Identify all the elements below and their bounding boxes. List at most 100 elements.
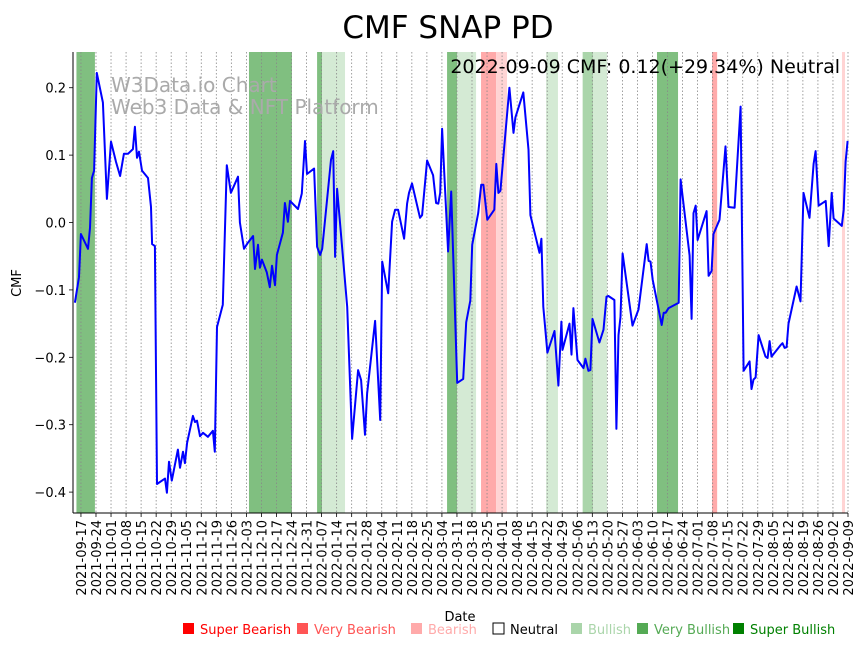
legend-label: Very Bullish bbox=[654, 623, 730, 638]
x-tick-label: 2022-06-24 bbox=[677, 520, 692, 596]
y-tick-label: 0.0 bbox=[45, 217, 66, 232]
x-tick-label: 2022-01-21 bbox=[346, 520, 361, 596]
legend-swatch bbox=[183, 623, 194, 634]
x-tick-label: 2022-05-27 bbox=[616, 520, 631, 596]
legend-swatch bbox=[411, 623, 422, 634]
x-tick-label: 2021-10-22 bbox=[150, 520, 165, 596]
watermark-line-1: W3Data.io Chart bbox=[111, 73, 277, 97]
band-bearish bbox=[496, 52, 508, 513]
legend-swatch bbox=[492, 622, 505, 635]
band-very-bullish bbox=[656, 52, 679, 513]
y-tick-label: 0.1 bbox=[45, 149, 66, 164]
y-axis-label: CMF bbox=[10, 269, 25, 297]
x-tick-label: 2022-04-01 bbox=[496, 520, 511, 596]
y-tick-label: −0.4 bbox=[34, 486, 66, 501]
x-tick-label: 2022-07-08 bbox=[707, 520, 722, 596]
x-axis-label: Date bbox=[444, 610, 475, 625]
x-tick-label: 2022-02-25 bbox=[421, 520, 436, 596]
x-tick-label: 2022-07-22 bbox=[737, 520, 752, 596]
x-tick-label: 2022-06-03 bbox=[631, 520, 646, 596]
x-tick-label: 2022-04-22 bbox=[541, 520, 556, 596]
x-tick-label: 2022-07-01 bbox=[692, 520, 707, 596]
x-tick-label: 2022-07-15 bbox=[722, 520, 737, 596]
legend-swatch bbox=[297, 623, 308, 634]
legend-swatch bbox=[571, 623, 582, 634]
band-bullish bbox=[457, 52, 477, 513]
legend-label: Very Bearish bbox=[314, 623, 396, 638]
x-tick-label: 2022-03-18 bbox=[466, 520, 481, 596]
y-tick-label: −0.3 bbox=[34, 419, 66, 434]
band-very-bearish bbox=[711, 52, 718, 513]
legend-label: Super Bullish bbox=[750, 623, 835, 638]
x-tick-label: 2022-07-29 bbox=[752, 520, 767, 596]
x-tick-label: 2022-03-04 bbox=[436, 520, 451, 596]
axes bbox=[69, 52, 849, 517]
legend-swatch bbox=[637, 623, 648, 634]
band-bullish bbox=[582, 52, 593, 513]
x-tick-label: 2022-08-26 bbox=[812, 520, 827, 596]
x-tick-label: 2022-02-18 bbox=[406, 520, 421, 596]
chart-title: CMF SNAP PD bbox=[342, 10, 553, 46]
x-tick-label: 2022-08-05 bbox=[767, 520, 782, 596]
x-tick-label: 2022-05-20 bbox=[601, 520, 616, 596]
legend-label: Super Bearish bbox=[200, 623, 291, 638]
cmf-line bbox=[73, 71, 849, 494]
x-tick-label: 2022-09-09 bbox=[842, 520, 857, 596]
x-tick-label: 2022-03-11 bbox=[451, 520, 466, 596]
legend: Super Bearish Very Bearish Bearish Neutral B… bbox=[183, 622, 835, 638]
x-tick-labels: 2021-09-17 2021-09-24 2021-10-01 2021-10-08… bbox=[75, 520, 857, 596]
band-bullish bbox=[322, 52, 346, 513]
x-tick-label: 2022-09-02 bbox=[827, 520, 842, 596]
x-tick-label: 2022-01-07 bbox=[316, 520, 331, 596]
x-tick-label: 2021-11-12 bbox=[195, 520, 210, 596]
y-tick-label: −0.2 bbox=[34, 351, 66, 366]
x-tick-label: 2022-08-12 bbox=[782, 520, 797, 596]
x-tick-label: 2022-05-06 bbox=[571, 520, 586, 596]
x-tick-label: 2021-10-29 bbox=[165, 520, 180, 596]
x-tick-label: 2022-05-13 bbox=[586, 520, 601, 596]
band-bullish bbox=[592, 52, 608, 513]
band-very-bearish bbox=[481, 52, 497, 513]
y-tick-label: −0.1 bbox=[34, 284, 66, 299]
x-tick-label: 2021-10-08 bbox=[120, 520, 135, 596]
x-tick-label: 2021-12-24 bbox=[286, 520, 301, 596]
x-tick-label: 2022-02-11 bbox=[391, 520, 406, 596]
x-tick-label: 2022-04-08 bbox=[511, 520, 526, 596]
y-tick-label: 0.2 bbox=[45, 82, 66, 97]
x-tick-label: 2022-04-15 bbox=[526, 520, 541, 596]
band-very-bullish bbox=[447, 52, 458, 513]
x-tick-label: 2021-09-24 bbox=[90, 520, 105, 596]
y-tick-labels: 0.2 0.1 0.0 −0.1 −0.2 −0.3 −0.4 bbox=[34, 82, 66, 501]
x-tick-label: 2022-06-10 bbox=[646, 520, 661, 596]
x-tick-label: 2022-08-19 bbox=[797, 520, 812, 596]
x-tick-label: 2022-03-25 bbox=[481, 520, 496, 596]
x-tick-label: 2021-11-05 bbox=[180, 520, 195, 596]
x-tick-label: 2022-06-17 bbox=[662, 520, 677, 596]
band-very-bullish bbox=[317, 52, 323, 513]
legend-label: Bearish bbox=[428, 623, 477, 638]
x-tick-label: 2021-12-31 bbox=[301, 520, 316, 596]
x-tick-label: 2021-11-26 bbox=[225, 520, 240, 596]
watermark: W3Data.io Chart Web3 Data & NFT Platform bbox=[111, 73, 379, 119]
band-bullish bbox=[546, 52, 558, 513]
x-tick-label: 2022-02-04 bbox=[376, 520, 391, 596]
x-tick-label: 2021-10-15 bbox=[135, 520, 150, 596]
x-tick-label: 2021-10-01 bbox=[105, 520, 120, 596]
x-tick-label: 2021-12-17 bbox=[270, 520, 285, 596]
x-tick-label: 2022-01-14 bbox=[331, 520, 346, 596]
band-bearish bbox=[841, 52, 845, 513]
x-tick-label: 2022-01-28 bbox=[361, 520, 376, 596]
legend-label: Bullish bbox=[588, 623, 631, 638]
watermark-line-2: Web3 Data & NFT Platform bbox=[111, 95, 379, 119]
x-tick-label: 2021-09-17 bbox=[75, 520, 90, 596]
cmf-annotation: 2022-09-09 CMF: 0.12(+29.34%) Neutral bbox=[450, 56, 840, 78]
x-tick-label: 2021-12-03 bbox=[240, 520, 255, 596]
x-tick-label: 2021-11-19 bbox=[210, 520, 225, 596]
legend-label: Neutral bbox=[510, 623, 558, 638]
sentiment-bands bbox=[76, 52, 845, 513]
legend-swatch bbox=[733, 623, 744, 634]
band-very-bullish bbox=[76, 52, 95, 513]
x-tick-label: 2022-04-29 bbox=[556, 520, 571, 596]
x-tick-label: 2021-12-10 bbox=[255, 520, 270, 596]
